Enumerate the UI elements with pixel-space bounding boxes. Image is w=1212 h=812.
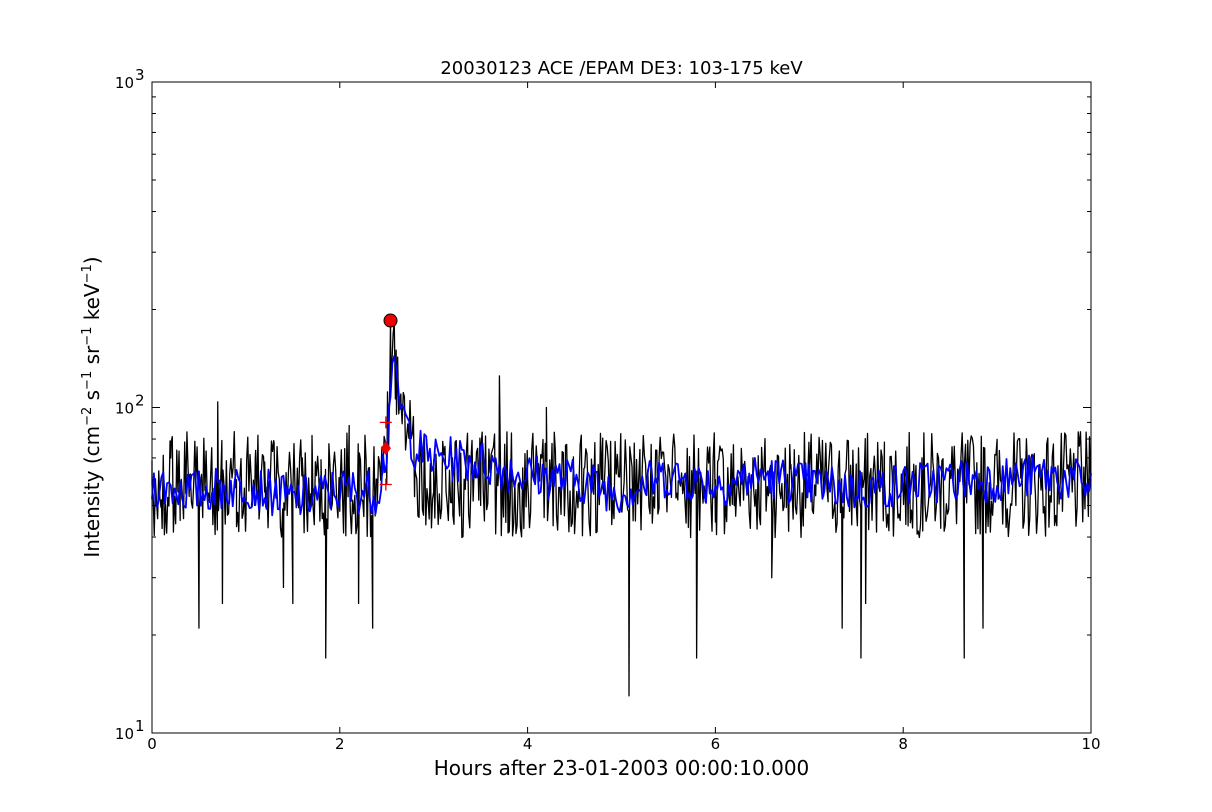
y-axis-label-sr: sr [80,345,104,371]
y-axis-label-exp1: −2 [80,407,95,426]
series-line-raw [151,319,1092,697]
y-tick-label-exp-3: 3 [135,66,145,84]
marker-plus-2 [379,416,392,429]
x-tick-label-4: 4 [523,735,533,753]
series-line-smoothed [151,355,1092,517]
y-axis-label-exp3: −1 [80,327,95,346]
y-tick-label-exp-1: 1 [135,717,145,735]
x-tick-label-6: 6 [711,735,721,753]
y-axis-label-suffix: ) [80,256,104,264]
y-axis-label: Intensity (cm−2 s−1 sr−1 keV−1) [80,256,104,557]
y-axis-label-s: s [80,390,104,407]
series-layer [151,319,1092,697]
y-axis-label-kev: keV [80,283,104,327]
y-axis-label-exp2: −1 [80,371,95,390]
plot-background [152,82,1091,733]
y-axis-label-prefix: Intensity (cm [80,426,104,558]
y-tick-label-1: 10 [115,725,134,743]
marker-circle [383,313,398,328]
chart-title: 20030123 ACE /EPAM DE3: 103-175 keV [440,58,803,79]
x-tick-label-2: 2 [335,735,345,753]
x-tick-label-10: 10 [1081,735,1100,753]
marker-layer [379,313,398,491]
marker-diamond [380,441,391,456]
y-tick-label-2: 10 [115,400,134,418]
y-axis-label-exp4: −1 [80,264,95,283]
y-tick-label-3: 10 [115,74,134,92]
x-tick-label-0: 0 [147,735,157,753]
x-tick-label-8: 8 [898,735,908,753]
x-axis-label: Hours after 23-01-2003 00:00:10.000 [434,756,810,780]
y-tick-label-exp-2: 2 [135,392,145,410]
marker-plus-3 [379,478,392,491]
